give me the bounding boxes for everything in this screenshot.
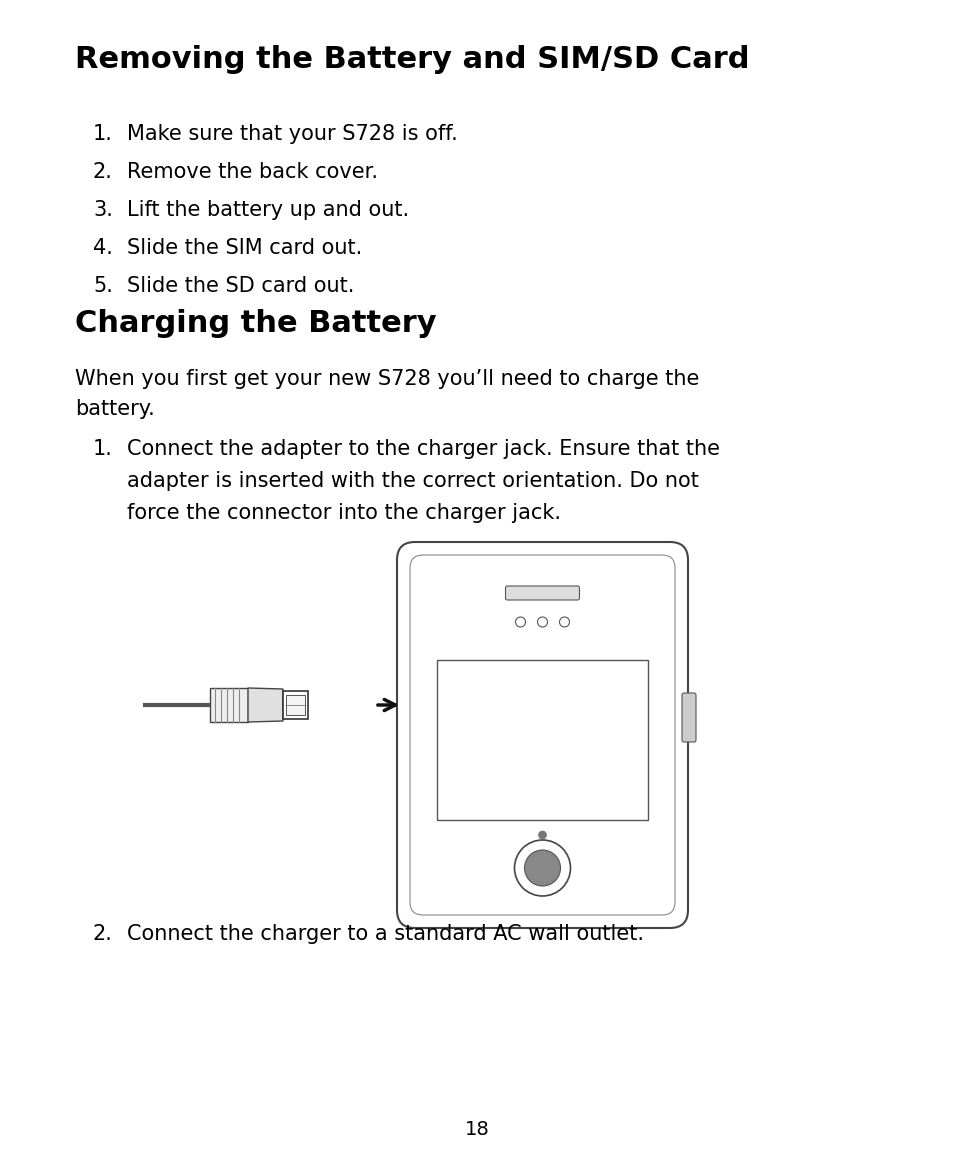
Bar <box>436 660 647 820</box>
Text: adapter is inserted with the correct orientation. Do not: adapter is inserted with the correct ori… <box>127 471 699 491</box>
Text: Removing the Battery and SIM/SD Card: Removing the Battery and SIM/SD Card <box>75 46 749 74</box>
Text: 3.: 3. <box>92 200 112 220</box>
FancyBboxPatch shape <box>505 586 578 600</box>
Text: Make sure that your S728 is off.: Make sure that your S728 is off. <box>127 124 457 144</box>
Text: ☇: ☇ <box>292 698 298 711</box>
Text: When you first get your new S728 you’ll need to charge the: When you first get your new S728 you’ll … <box>75 369 699 389</box>
Text: Slide the SIM card out.: Slide the SIM card out. <box>127 238 362 258</box>
Text: Charging the Battery: Charging the Battery <box>75 310 436 338</box>
Text: 1.: 1. <box>92 124 112 144</box>
Circle shape <box>537 830 546 839</box>
Circle shape <box>537 617 547 627</box>
Text: Remove the back cover.: Remove the back cover. <box>127 162 377 182</box>
Circle shape <box>515 617 525 627</box>
Text: 5.: 5. <box>92 276 112 296</box>
Text: Connect the adapter to the charger jack. Ensure that the: Connect the adapter to the charger jack.… <box>127 439 720 459</box>
FancyBboxPatch shape <box>396 542 687 929</box>
Text: force the connector into the charger jack.: force the connector into the charger jac… <box>127 503 560 523</box>
Text: 2.: 2. <box>92 162 112 182</box>
Text: Slide the SD card out.: Slide the SD card out. <box>127 276 354 296</box>
Text: 18: 18 <box>464 1120 489 1139</box>
Circle shape <box>558 617 569 627</box>
Text: 1.: 1. <box>92 439 112 459</box>
Text: Connect the charger to a standard AC wall outlet.: Connect the charger to a standard AC wal… <box>127 924 643 944</box>
Text: Lift the battery up and out.: Lift the battery up and out. <box>127 200 409 220</box>
Circle shape <box>524 850 560 887</box>
FancyBboxPatch shape <box>681 693 696 742</box>
Text: battery.: battery. <box>75 399 154 419</box>
Text: 4.: 4. <box>92 238 112 258</box>
Bar <box>286 695 305 715</box>
Text: 2.: 2. <box>92 924 112 944</box>
Polygon shape <box>248 688 283 722</box>
Bar <box>283 691 308 719</box>
Bar <box>210 688 248 722</box>
Circle shape <box>514 840 570 896</box>
